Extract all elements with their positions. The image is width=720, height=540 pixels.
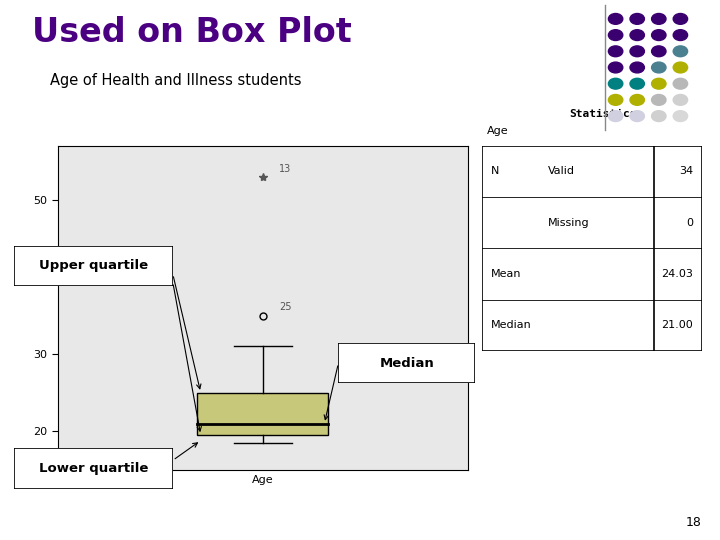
Text: 0: 0 — [686, 218, 693, 228]
Text: 21.00: 21.00 — [662, 320, 693, 330]
Text: Missing: Missing — [549, 218, 590, 228]
Text: 34: 34 — [679, 166, 693, 177]
Text: Median: Median — [379, 356, 434, 370]
Text: Lower quartile: Lower quartile — [39, 462, 148, 475]
Text: Mean: Mean — [491, 269, 522, 279]
Text: Used on Box Plot: Used on Box Plot — [32, 16, 352, 49]
Text: 13: 13 — [279, 164, 292, 173]
Text: Age of Health and Illness students: Age of Health and Illness students — [50, 73, 302, 88]
Text: Statistics: Statistics — [570, 109, 637, 119]
Text: Upper quartile: Upper quartile — [39, 259, 148, 273]
X-axis label: Age: Age — [252, 475, 274, 485]
Text: Valid: Valid — [549, 166, 575, 177]
Text: Median: Median — [491, 320, 532, 330]
Text: 24.03: 24.03 — [662, 269, 693, 279]
Bar — [197, 393, 328, 435]
Text: 18: 18 — [686, 516, 702, 529]
Text: Age: Age — [487, 125, 508, 136]
Text: N: N — [491, 166, 500, 177]
Text: 25: 25 — [279, 302, 292, 313]
